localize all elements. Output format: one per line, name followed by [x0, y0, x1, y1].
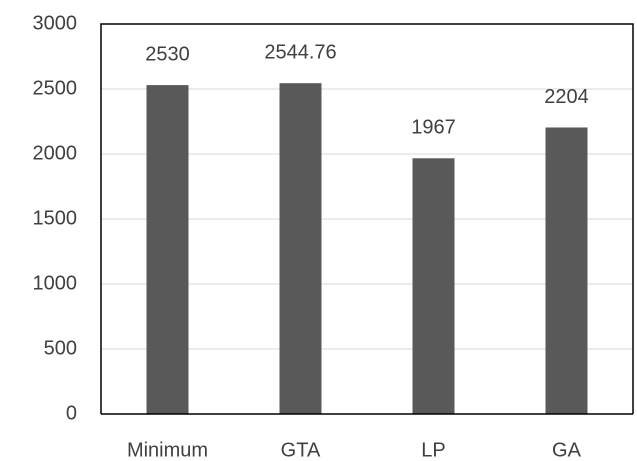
y-tick-label: 1000 [33, 272, 78, 294]
x-tick-label: GTA [281, 439, 321, 461]
bar [545, 127, 588, 414]
bar [146, 85, 189, 414]
y-tick-label: 1500 [33, 207, 78, 229]
y-tick-label: 2500 [33, 77, 78, 99]
y-tick-label: 2000 [33, 142, 78, 164]
plot-frame [100, 23, 634, 414]
y-tick-label: 0 [66, 402, 77, 424]
data-label: 2544.76 [264, 41, 336, 63]
data-label: 2530 [145, 43, 190, 65]
bar [412, 158, 455, 414]
data-label: 2204 [544, 86, 589, 108]
x-tick-label: Minimum [127, 439, 208, 461]
y-tick-label: 500 [44, 337, 77, 359]
data-label: 1967 [411, 117, 456, 139]
x-tick-label: LP [421, 439, 445, 461]
x-tick-label: GA [552, 439, 582, 461]
bar [279, 83, 322, 414]
y-tick-label: 3000 [33, 12, 78, 34]
